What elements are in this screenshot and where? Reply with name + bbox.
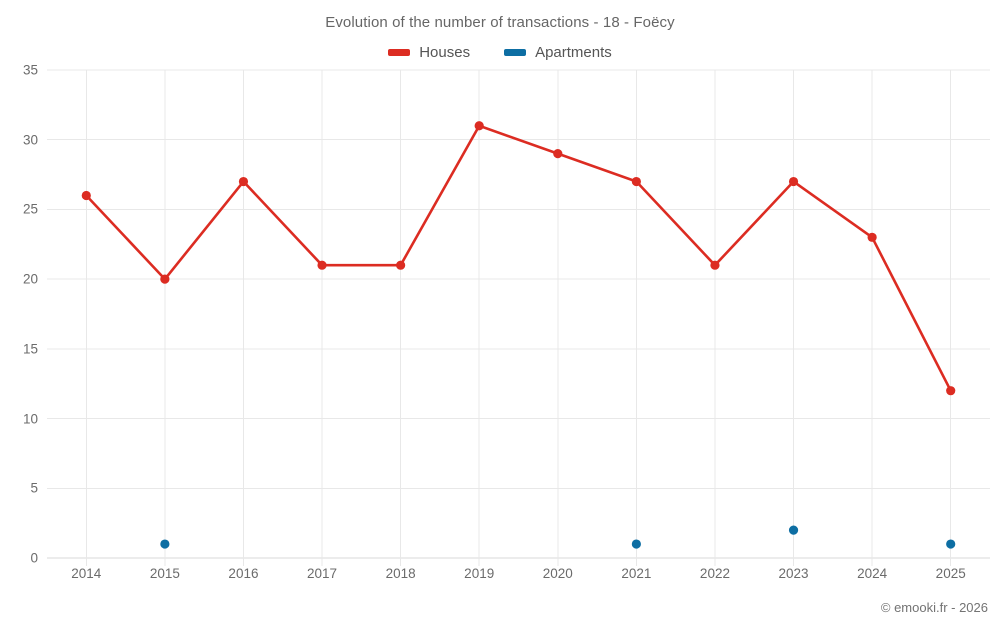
legend-item-apartments[interactable]: Apartments [504, 45, 612, 60]
y-tick-label: 0 [30, 550, 38, 566]
legend-item-label: Apartments [535, 44, 612, 61]
legend-item-label: Houses [419, 44, 471, 61]
data-point-houses-2016[interactable] [238, 176, 249, 187]
data-point-houses-2021[interactable] [631, 176, 641, 187]
data-point-apartments-2023[interactable] [788, 525, 799, 535]
data-point-apartments-2015[interactable] [160, 539, 170, 549]
data-point-apartments-2021[interactable] [631, 539, 641, 549]
y-tick-label: 15 [22, 341, 38, 357]
data-point-houses-2022[interactable] [710, 260, 720, 270]
legend-item-houses[interactable]: Houses [388, 45, 470, 60]
data-point-houses-2017[interactable] [317, 260, 327, 270]
chart-title: Evolution of the number of transactions … [325, 14, 675, 31]
x-axis: 2014 2015 2016 2017 2018 2019 2020 2021 2022 2023… [47, 562, 990, 588]
y-tick-label: 5 [30, 480, 38, 496]
data-series-layer [81, 121, 956, 549]
data-point-houses-2014[interactable] [81, 190, 91, 201]
legend-swatch-icon [388, 49, 411, 56]
y-tick-label: 35 [22, 62, 38, 78]
y-tick-label: 20 [22, 271, 38, 287]
data-point-houses-2020[interactable] [553, 149, 563, 159]
data-point-houses-2024[interactable] [867, 232, 877, 242]
grid-lines [47, 69, 990, 566]
data-point-houses-2018[interactable] [396, 260, 406, 270]
x-tick-label: 2017 [307, 566, 338, 581]
data-point-houses-2019[interactable] [474, 121, 484, 131]
y-tick-label: 30 [22, 132, 38, 148]
x-tick-label: 2019 [464, 566, 495, 581]
x-tick-label: 2021 [621, 566, 652, 581]
chart-legend: Houses Apartments [0, 45, 1000, 60]
y-tick-label: 25 [22, 201, 38, 217]
y-axis: 0 5 10 15 20 25 30 35 [0, 63, 38, 566]
data-point-houses-2023[interactable] [788, 176, 799, 187]
x-tick-label: 2020 [542, 566, 573, 581]
data-point-apartments-2025[interactable] [946, 539, 956, 549]
data-point-houses-2015[interactable] [160, 274, 170, 284]
plot-area [47, 69, 990, 566]
x-tick-label: 2023 [778, 566, 809, 581]
x-tick-label: 2015 [149, 566, 180, 581]
x-tick-label: 2025 [935, 566, 966, 581]
y-tick-label: 10 [22, 411, 38, 427]
x-tick-label: 2022 [699, 566, 730, 581]
x-tick-label: 2016 [228, 566, 259, 581]
series-line-houses [84, 124, 953, 392]
data-point-houses-2025[interactable] [946, 386, 956, 396]
x-tick-label: 2018 [385, 566, 416, 581]
x-tick-label: 2014 [71, 566, 102, 581]
copyright-credit: © emooki.fr - 2026 [880, 600, 988, 615]
x-tick-label: 2024 [857, 566, 888, 581]
legend-swatch-icon [504, 49, 527, 56]
